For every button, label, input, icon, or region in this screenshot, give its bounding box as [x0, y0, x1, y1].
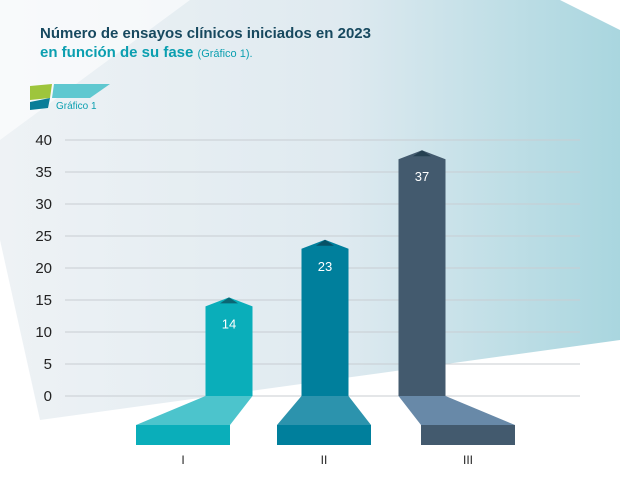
data-label: 23: [318, 259, 332, 274]
subtitle-text: en función de su fase: [40, 44, 194, 61]
x-axis-ticks: I II III: [181, 453, 473, 467]
bar-I: [205, 297, 253, 396]
bar-base-top: [398, 396, 515, 425]
bar-III: [398, 150, 446, 396]
y-tick-label: 35: [35, 164, 52, 181]
chart-tag-icon: [30, 84, 110, 110]
y-tick-label: 20: [35, 260, 52, 277]
x-tick-label: III: [463, 453, 473, 467]
bar-base-top: [136, 396, 253, 425]
data-label: 37: [415, 169, 429, 184]
y-tick-label: 15: [35, 292, 52, 309]
bar-tip: [316, 239, 334, 246]
y-tick-label: 10: [35, 324, 52, 341]
y-tick-label: 0: [44, 388, 52, 405]
bar-base-front: [277, 425, 371, 445]
chart-subtitle: en función de su fase (Gráfico 1).: [40, 43, 253, 64]
chart-title: Número de ensayos clínicos iniciados en …: [40, 25, 371, 42]
bar-tip: [413, 150, 431, 157]
data-label: 14: [222, 316, 236, 331]
bar-base-top: [277, 396, 371, 425]
bar-base-front: [421, 425, 515, 445]
bars: [205, 150, 446, 396]
subtitle-note: (Gráfico 1).: [197, 48, 253, 60]
bar-bases: [136, 396, 515, 445]
bar-base-front: [136, 425, 230, 445]
x-tick-label: I: [181, 453, 184, 467]
y-axis-ticks: 0 5 10 15 20 25 30 35 40: [35, 132, 52, 405]
data-labels: 14 23 37: [222, 169, 429, 331]
y-tick-label: 40: [35, 132, 52, 149]
bar-tip: [220, 297, 238, 304]
y-tick-label: 5: [44, 356, 52, 373]
bar-II: [301, 239, 349, 396]
chart-tag-label: Gráfico 1: [56, 101, 97, 112]
y-tick-label: 30: [35, 196, 52, 213]
x-tick-label: II: [321, 453, 328, 467]
y-tick-label: 25: [35, 228, 52, 245]
